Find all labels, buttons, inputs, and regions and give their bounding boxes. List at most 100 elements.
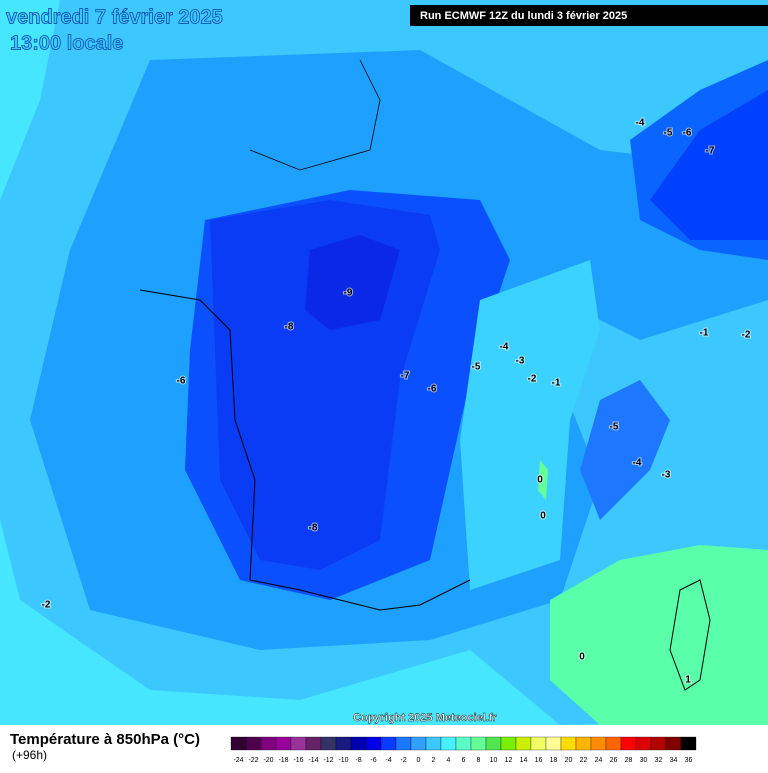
- colorbar-tick: -10: [338, 757, 348, 764]
- run-box: [410, 5, 768, 26]
- colorbar-box: [560, 736, 577, 751]
- colorbar-tick: -8: [355, 757, 361, 764]
- contour-label: 1: [685, 675, 691, 686]
- colorbar-box: [500, 736, 517, 751]
- contour-label: -1: [700, 328, 709, 339]
- colorbar-box: [680, 736, 697, 751]
- contour-label: 0: [540, 511, 546, 522]
- colorbar-box: [470, 736, 487, 751]
- colorbar-box: [350, 736, 367, 751]
- colorbar-box: [335, 736, 352, 751]
- colorbar-box: [245, 736, 262, 751]
- contour-label: -3: [516, 356, 525, 367]
- contour-label: -2: [742, 330, 751, 341]
- colorbar-tick: -20: [263, 757, 273, 764]
- colorbar-box: [260, 736, 277, 751]
- contour-label: -5: [610, 422, 619, 433]
- colorbar-box: [275, 736, 292, 751]
- zone-alps: [460, 260, 600, 590]
- colorbar-tick: -4: [385, 757, 391, 764]
- colorbar-tick: -22: [248, 757, 258, 764]
- colorbar-box: [635, 736, 652, 751]
- contour-label: -6: [177, 376, 186, 387]
- contour-label: -5: [664, 128, 673, 139]
- colorbar-box: [230, 736, 247, 751]
- colorbar-box: [395, 736, 412, 751]
- colorbar-tick: 10: [490, 757, 498, 764]
- colorbar-tick: -6: [370, 757, 376, 764]
- contour-label: -7: [401, 371, 410, 382]
- colorbar-box: [320, 736, 337, 751]
- contour-label: -4: [633, 458, 642, 469]
- copyright: Copyright 2025 Meteociel.fr: [353, 712, 497, 724]
- contour-label: -5: [472, 362, 481, 373]
- colorbar-box: [545, 736, 562, 751]
- contour-label: -1: [552, 378, 561, 389]
- colorbar-box: [365, 736, 382, 751]
- colorbar-tick: -2: [400, 757, 406, 764]
- colorbar-tick: 12: [505, 757, 513, 764]
- colorbar-box: [515, 736, 532, 751]
- contour-label: -9: [344, 288, 353, 299]
- colorbar-box: [305, 736, 322, 751]
- colorbar-box: [410, 736, 427, 751]
- colorbar-tick: -14: [308, 757, 318, 764]
- colorbar-tick: -18: [278, 757, 288, 764]
- colorbar-tick: 22: [580, 757, 588, 764]
- contour-label: -7: [706, 146, 715, 157]
- colorbar-tick: 28: [625, 757, 633, 764]
- coast-south: [249, 579, 471, 611]
- colorbar-box: [290, 736, 307, 751]
- colorbar-box: [380, 736, 397, 751]
- colorbar-box: [650, 736, 667, 751]
- colorbar-tick: 14: [520, 757, 528, 764]
- colorbar-tick: 24: [595, 757, 603, 764]
- colorbar-box: [530, 736, 547, 751]
- contour-label: -4: [500, 342, 509, 353]
- colorbar-tick: 34: [670, 757, 678, 764]
- contour-label: -2: [528, 374, 537, 385]
- zone-ne-core: [650, 90, 768, 240]
- coast-uk: [249, 59, 381, 171]
- colorbar-box: [620, 736, 637, 751]
- colorbar-tick: 30: [640, 757, 648, 764]
- contour-label: -8: [285, 322, 294, 333]
- colorbar-tick: -12: [323, 757, 333, 764]
- date: vendredi 7 février 2025: [6, 6, 223, 28]
- colorbar-tick: 16: [535, 757, 543, 764]
- colorbar-tick: 32: [655, 757, 663, 764]
- zone-green-small: [538, 460, 548, 500]
- colorbar-box: [455, 736, 472, 751]
- colorbar-box: [485, 736, 502, 751]
- legend-title: Température à 850hPa (°C): [10, 731, 200, 748]
- colorbar-tick: 0: [417, 757, 421, 764]
- colorbar-box: [425, 736, 442, 751]
- contour-label: 0: [537, 475, 543, 486]
- coast-west: [139, 289, 256, 581]
- colorbar-box: [665, 736, 682, 751]
- colorbar-box: [590, 736, 607, 751]
- contour-label: -2: [42, 600, 51, 611]
- colorbar-tick: 20: [565, 757, 573, 764]
- zone-minus9: [305, 235, 400, 330]
- legend-lead: (+96h): [12, 748, 47, 762]
- zone-med: [580, 380, 670, 520]
- colorbar-tick: 6: [462, 757, 466, 764]
- colorbar-tick: -24: [233, 757, 243, 764]
- time: 13:00 locale: [10, 32, 123, 54]
- contour-label: 0: [579, 652, 585, 663]
- zone-green: [550, 545, 768, 725]
- contour-label: -6: [428, 384, 437, 395]
- contour-label: -8: [309, 523, 318, 534]
- contour-label: -3: [662, 470, 671, 481]
- colorbar-tick: -16: [293, 757, 303, 764]
- run-info: Run ECMWF 12Z du lundi 3 février 2025: [420, 10, 627, 22]
- colorbar-tick: 36: [685, 757, 693, 764]
- contour-label: -6: [683, 128, 692, 139]
- colorbar-box: [575, 736, 592, 751]
- colorbar-box: [440, 736, 457, 751]
- contour-label: -4: [636, 118, 645, 129]
- colorbar-tick: 4: [447, 757, 451, 764]
- coast-corsica: [669, 579, 711, 691]
